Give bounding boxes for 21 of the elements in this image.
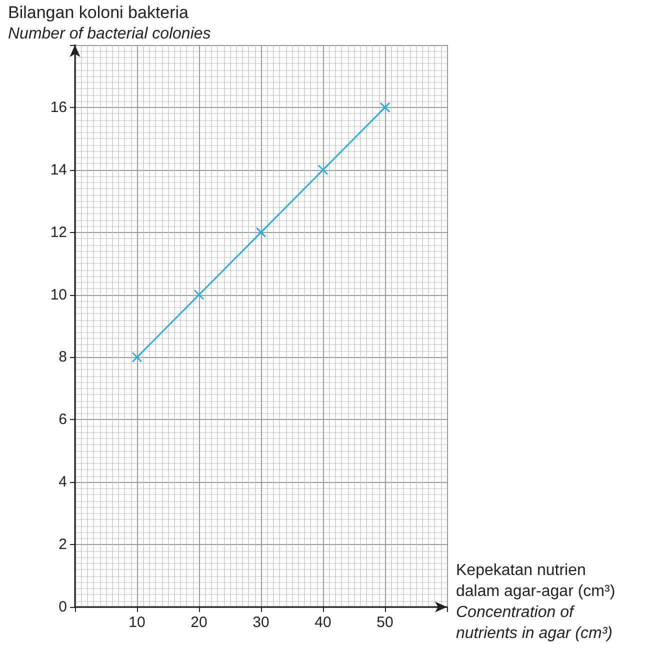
point — [256, 227, 266, 238]
point — [132, 352, 142, 362]
y-tick-label: 12 — [50, 224, 67, 241]
point — [194, 290, 204, 300]
y-tick-label: 0 — [58, 598, 67, 616]
y-tick-label: 14 — [50, 161, 67, 178]
x-tick-label: 20 — [190, 614, 208, 631]
x-tick-label: 30 — [252, 614, 270, 631]
point — [318, 164, 328, 176]
y-tick-label: 6 — [58, 411, 67, 428]
y-tick-label: 8 — [58, 348, 67, 366]
y-tick-label: 4 — [58, 474, 67, 491]
y-tick-label: 16 — [50, 98, 67, 116]
y-axis-title: Bilangan koloni bakteria Number of bacterial colonies — [8, 3, 211, 42]
x-tick-label: 50 — [376, 614, 394, 631]
x-axis-title: Kepekatan nutrien dalam agar-agar (cm³) Concentration of nutrients in agar (cm³) — [456, 562, 616, 642]
y-tick-label: 2 — [58, 536, 67, 554]
x-tick-label: 40 — [314, 614, 332, 631]
x-tick-label: 10 — [128, 614, 146, 631]
y-tick-label: 10 — [50, 286, 67, 304]
point — [380, 102, 390, 113]
